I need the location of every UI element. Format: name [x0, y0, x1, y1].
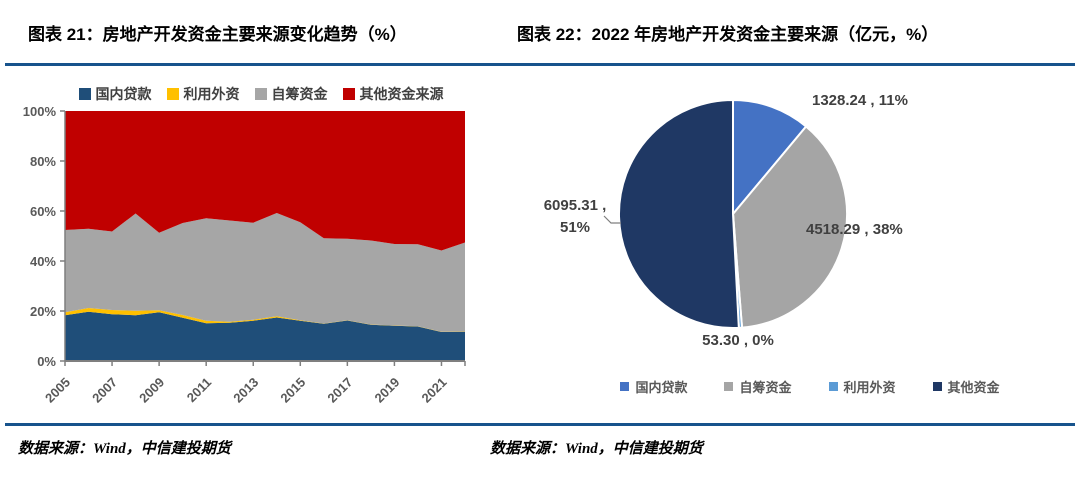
- y-tick-label: 60%: [30, 204, 56, 219]
- legend-label: 其他资金: [947, 380, 1000, 395]
- left-data-source: 数据来源：Wind，中信建投期货: [18, 441, 231, 457]
- legend-label: 利用外资: [843, 380, 896, 395]
- area-chart-legend: 国内贷款 利用外资 自筹资金 其他资金来源: [55, 84, 467, 104]
- legend-label: 国内贷款: [635, 380, 688, 395]
- top-divider-rule: [5, 63, 1075, 66]
- pie-data-label-other: 6095.31 , 51%: [540, 195, 610, 239]
- right-chart-title: 图表 22：2022 年房地产开发资金主要来源（亿元，%）: [517, 25, 939, 44]
- x-tick-label: 2013: [230, 375, 261, 406]
- legend-label: 其他资金来源: [359, 86, 444, 102]
- y-tick-label: 20%: [30, 304, 56, 319]
- legend-swatch-other: [342, 88, 355, 100]
- legend-swatch-loans: [620, 382, 630, 391]
- legend-item: 其他资金来源: [342, 84, 444, 104]
- legend-item: 自筹资金: [724, 377, 792, 396]
- legend-swatch-loans: [78, 88, 91, 100]
- legend-item: 其他资金: [932, 377, 1000, 396]
- bottom-divider-rule: [5, 423, 1075, 426]
- stacked-area-chart: 0% 20% 40% 60% 80% 100% 2005 2007 2009 2011 2013 20…: [23, 104, 466, 406]
- area-series-domestic-loans: [65, 311, 465, 361]
- legend-label: 自筹资金: [271, 86, 328, 102]
- x-tick-label: 2007: [89, 375, 120, 406]
- area-series-self-raised: [65, 213, 465, 332]
- pie-chart-panel: 1328.24 , 11% 4518.29 , 38% 53.30 , 0% 6…: [540, 75, 1080, 420]
- legend-swatch-foreign: [166, 88, 179, 100]
- legend-swatch-foreign: [828, 382, 838, 391]
- pie-slice-loans: [732, 99, 808, 215]
- x-tick-label: 2019: [371, 375, 402, 406]
- legend-swatch-self: [254, 88, 267, 100]
- pie-slice-other: [617, 99, 740, 329]
- pie-data-label-foreign: 53.30 , 0%: [702, 332, 774, 349]
- x-tick-label: 2005: [42, 375, 73, 406]
- pie-chart: [603, 99, 848, 329]
- area-series-other-sources: [65, 111, 465, 251]
- x-tick-label: 2021: [419, 375, 450, 406]
- legend-swatch-other: [932, 382, 942, 391]
- area-series-foreign-capital: [65, 308, 465, 332]
- x-tick-label: 2017: [324, 375, 355, 406]
- left-chart-title: 图表 21：房地产开发资金主要来源变化趋势（%）: [28, 25, 407, 44]
- legend-item: 利用外资: [828, 377, 896, 396]
- legend-item: 自筹资金: [254, 84, 328, 104]
- legend-label: 自筹资金: [739, 380, 792, 395]
- pie-slice-self: [732, 125, 848, 329]
- legend-label: 国内贷款: [95, 86, 152, 102]
- legend-item: 国内贷款: [78, 84, 152, 104]
- pie-data-label-other-line2: 51%: [559, 219, 591, 236]
- legend-label: 利用外资: [183, 86, 240, 102]
- pie-data-label-loans: 1328.24 , 11%: [812, 92, 908, 109]
- right-data-source: 数据来源：Wind，中信建投期货: [490, 441, 703, 457]
- legend-item: 国内贷款: [620, 377, 687, 396]
- stacked-area-chart-panel: 国内贷款 利用外资 自筹资金 其他资金来源 0% 20% 40% 60% 80% 100% 200…: [0, 75, 510, 420]
- pie-data-label-other-line1: 6095.31 ,: [543, 197, 607, 214]
- legend-item: 利用外资: [166, 84, 240, 104]
- pie-data-label-self-raised: 4518.29 , 38%: [806, 221, 903, 238]
- pie-label-leader-line: [603, 215, 621, 224]
- x-tick-label: 2015: [277, 375, 308, 406]
- y-tick-label: 100%: [23, 104, 57, 119]
- legend-swatch-self: [724, 382, 734, 391]
- x-tick-label: 2011: [184, 375, 215, 406]
- y-tick-label: 80%: [30, 154, 56, 169]
- pie-chart-legend: 国内贷款 自筹资金 利用外资 其他资金: [540, 377, 1080, 396]
- y-tick-label: 40%: [30, 254, 56, 269]
- y-tick-label: 0%: [37, 354, 56, 369]
- x-tick-label: 2009: [136, 375, 167, 406]
